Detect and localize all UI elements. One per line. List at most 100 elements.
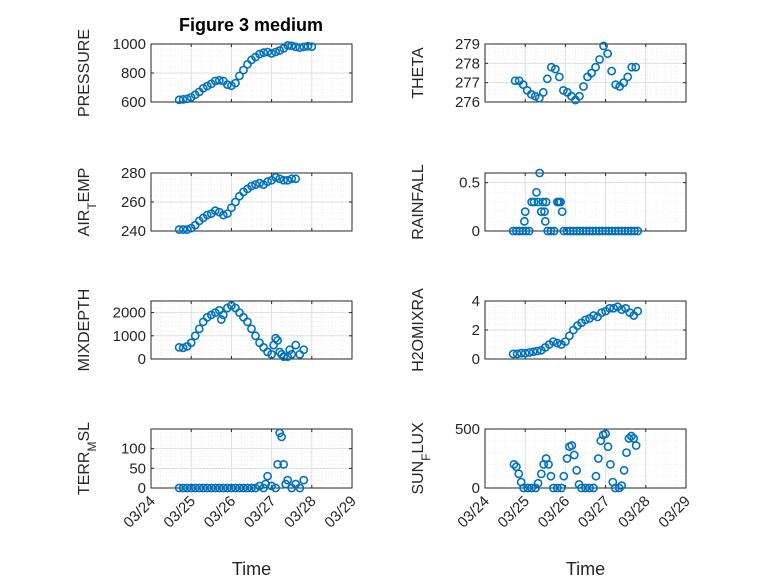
data-point xyxy=(532,346,542,356)
y-tick-label: 240 xyxy=(121,223,146,240)
data-point xyxy=(548,337,558,346)
data-point xyxy=(633,306,643,316)
plot-area xyxy=(485,429,686,488)
data-point xyxy=(210,76,220,86)
data-point xyxy=(216,315,226,324)
data-point xyxy=(182,94,192,104)
data-point xyxy=(287,174,297,184)
data-point xyxy=(562,454,572,463)
x-axis-label: Time xyxy=(232,559,271,579)
data-point xyxy=(631,62,641,72)
data-point xyxy=(174,342,184,352)
data-point xyxy=(587,68,596,78)
data-point xyxy=(202,210,212,220)
data-point xyxy=(624,434,634,443)
data-point xyxy=(546,471,556,481)
data-point xyxy=(589,483,598,493)
data-point xyxy=(218,483,228,493)
data-point xyxy=(572,465,582,475)
y-tick-label: 2 xyxy=(472,322,480,339)
data-point xyxy=(548,483,558,493)
data-point xyxy=(210,206,220,216)
y-tick-label: 280 xyxy=(121,165,146,182)
axes-box xyxy=(484,43,687,103)
data-point xyxy=(589,311,598,320)
data-point xyxy=(569,450,579,460)
data-point xyxy=(575,91,584,101)
data-point xyxy=(508,349,518,359)
data-point xyxy=(259,48,268,58)
data-point xyxy=(520,207,530,217)
data-point xyxy=(581,483,590,493)
panel-pressure: 600 800 1000 PRESSURE xyxy=(76,29,353,117)
data-point xyxy=(247,181,256,191)
data-point xyxy=(283,41,293,50)
data-point xyxy=(509,459,519,469)
y-tick-label: 0 xyxy=(138,480,146,497)
data-point xyxy=(194,324,204,334)
data-point xyxy=(271,47,281,57)
data-point xyxy=(295,483,305,493)
data-point xyxy=(198,483,208,493)
data-point xyxy=(520,348,530,358)
data-point xyxy=(601,429,610,439)
data-point xyxy=(581,315,590,325)
data-point xyxy=(271,172,281,182)
data-point xyxy=(263,47,272,57)
data-point xyxy=(267,349,276,359)
data-point xyxy=(622,448,631,457)
plot-area xyxy=(151,429,352,488)
data-point xyxy=(235,483,244,493)
data-point xyxy=(544,459,553,469)
data-point xyxy=(609,303,619,313)
data-point xyxy=(623,72,633,82)
data-point xyxy=(579,82,588,91)
y-tick-label: 0.5 xyxy=(459,175,480,192)
data-point xyxy=(631,441,641,450)
data-point xyxy=(267,49,276,58)
y-tick-label: 100 xyxy=(121,441,146,458)
y-axis-label: PRESSURE xyxy=(76,29,93,117)
data-point xyxy=(614,483,624,493)
data-point xyxy=(273,459,283,469)
data-point xyxy=(202,483,212,493)
data-point xyxy=(591,471,601,481)
data-point xyxy=(591,62,600,72)
data-point xyxy=(605,303,615,313)
data-point xyxy=(559,471,569,481)
data-point xyxy=(552,338,562,348)
data-point xyxy=(565,331,574,341)
y-axis-label: RAINFALL xyxy=(410,164,427,240)
data-point xyxy=(291,42,301,52)
data-point xyxy=(182,483,192,493)
y-tick-label: 0 xyxy=(472,351,480,368)
data-point xyxy=(243,483,252,493)
data-point xyxy=(550,64,560,74)
data-point xyxy=(279,175,289,185)
data-point xyxy=(561,337,570,346)
data-point xyxy=(190,483,200,493)
data-point xyxy=(247,324,256,334)
data-point xyxy=(303,41,313,51)
y-tick-label: 278 xyxy=(455,55,480,72)
data-point xyxy=(279,352,289,362)
data-point xyxy=(222,209,232,218)
data-point xyxy=(174,95,184,105)
data-point xyxy=(519,216,529,226)
data-point xyxy=(512,349,522,359)
data-point xyxy=(549,226,559,236)
y-tick-label: 277 xyxy=(455,75,480,92)
data-point xyxy=(243,317,252,327)
data-point xyxy=(218,310,228,320)
y-axis-label: MIXDEPTH xyxy=(76,289,93,372)
y-tick-label: 279 xyxy=(455,36,480,53)
data-point xyxy=(214,483,224,493)
data-point xyxy=(523,483,533,493)
y-tick-label: 1000 xyxy=(113,36,146,53)
data-point xyxy=(287,41,297,51)
data-point xyxy=(271,333,281,343)
data-point xyxy=(552,483,562,493)
data-point xyxy=(630,226,639,236)
y-tick-label: 4 xyxy=(472,293,480,310)
data-point xyxy=(519,483,528,493)
